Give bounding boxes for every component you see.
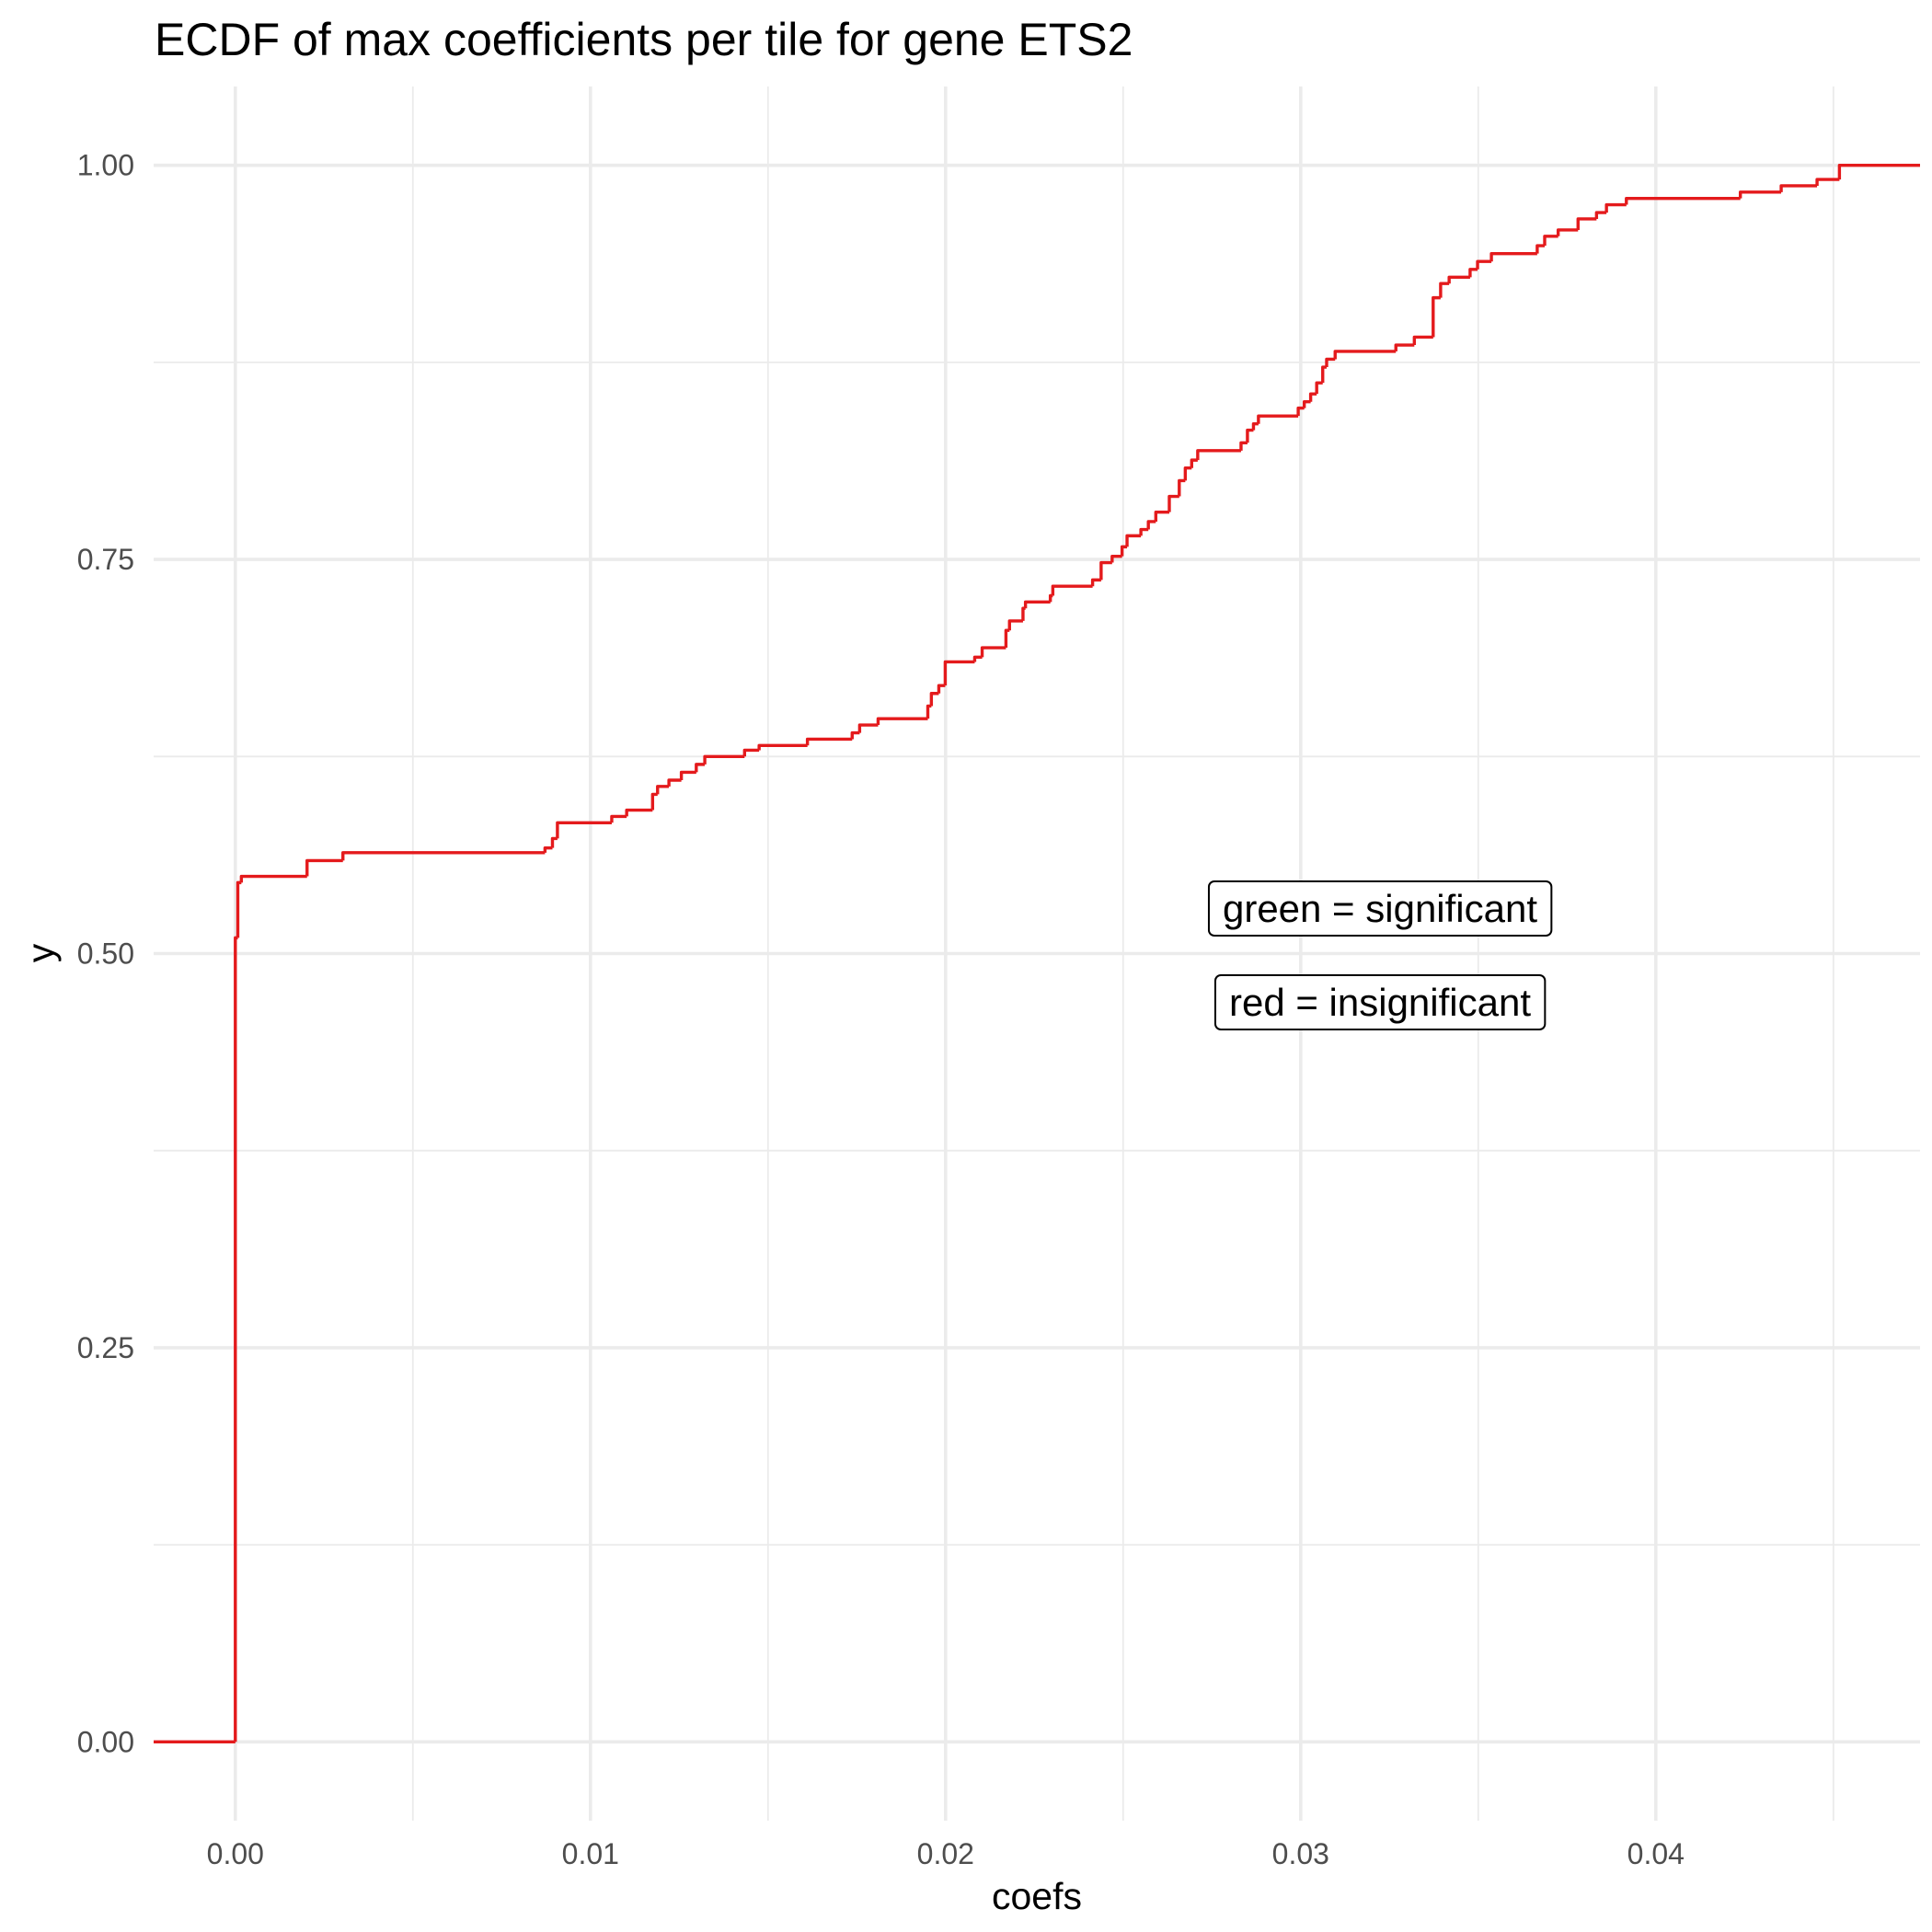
grid bbox=[154, 86, 1920, 1821]
ecdf-step bbox=[805, 737, 853, 746]
ecdf-step bbox=[757, 743, 808, 751]
ecdf-step bbox=[857, 723, 879, 733]
ecdf-step bbox=[1468, 268, 1478, 278]
ecdf-step bbox=[236, 880, 242, 938]
ecdf-step bbox=[929, 692, 939, 707]
annotation-box bbox=[1213, 974, 1547, 1030]
x-tick-label: 0.03 bbox=[1272, 1837, 1329, 1870]
ecdf-step bbox=[1139, 527, 1149, 536]
ecdf-step bbox=[1110, 554, 1122, 563]
ecdf-step bbox=[1321, 365, 1327, 384]
ecdf-step bbox=[1432, 295, 1441, 338]
ecdf-step bbox=[1447, 275, 1470, 284]
annotation-label: red = insignificant bbox=[1229, 981, 1531, 1024]
ecdf-step bbox=[341, 851, 546, 861]
y-tick-label: 0.50 bbox=[77, 937, 134, 971]
ecdf-step bbox=[667, 778, 682, 787]
ecdf-step bbox=[1021, 606, 1026, 621]
ecdf-step bbox=[305, 858, 343, 877]
ecdf-line bbox=[154, 163, 1920, 1744]
ecdf-step bbox=[1543, 235, 1558, 247]
ecdf-step bbox=[1308, 392, 1317, 402]
ecdf-step bbox=[742, 748, 760, 757]
ecdf-step bbox=[695, 763, 706, 773]
ecdf-step bbox=[1333, 350, 1397, 360]
ecdf-step bbox=[610, 814, 627, 823]
ecdf-step bbox=[1315, 381, 1323, 395]
ecdf-step bbox=[1048, 593, 1053, 603]
ecdf-step bbox=[1837, 163, 1920, 180]
x-tick-label: 0.00 bbox=[207, 1837, 264, 1870]
ecdf-step bbox=[679, 770, 696, 780]
ecdf-step bbox=[1023, 600, 1051, 609]
annotation-label: green = significant bbox=[1223, 887, 1537, 930]
ecdf-step bbox=[656, 785, 670, 795]
ecdf-step bbox=[943, 660, 975, 686]
ecdf-step bbox=[1007, 619, 1023, 631]
ecdf-step bbox=[1178, 478, 1186, 497]
ecdf-step bbox=[1738, 190, 1782, 199]
ecdf-step bbox=[1779, 184, 1818, 192]
ecdf-step bbox=[926, 704, 932, 719]
ecdf-step bbox=[1004, 628, 1010, 649]
ecdf-step bbox=[1183, 466, 1192, 481]
ecdf-step bbox=[1625, 196, 1741, 205]
y-axis-title: y bbox=[19, 943, 62, 962]
y-tick-label: 0.75 bbox=[77, 543, 134, 576]
annotation: green = significant bbox=[1207, 880, 1553, 937]
ecdf-step bbox=[1576, 217, 1597, 230]
ecdf-step bbox=[1394, 343, 1415, 351]
ecdf-step bbox=[1251, 422, 1259, 431]
ecdf-step bbox=[1535, 244, 1545, 254]
ecdf-step bbox=[1476, 259, 1492, 270]
ecdf-step bbox=[625, 808, 653, 817]
ecdf-step bbox=[239, 874, 307, 883]
ecdf-step bbox=[972, 655, 983, 662]
ecdf-step bbox=[1257, 414, 1299, 424]
annotation-box bbox=[1207, 880, 1553, 937]
ecdf-step bbox=[1120, 545, 1128, 557]
ecdf-step bbox=[937, 684, 946, 694]
y-tick-label: 1.00 bbox=[77, 149, 134, 182]
ecdf-step bbox=[1302, 400, 1311, 408]
ecdf-step bbox=[234, 936, 238, 1742]
ecdf-step bbox=[650, 792, 658, 811]
ecdf-step bbox=[543, 845, 553, 853]
ecdf-step bbox=[1125, 534, 1142, 547]
ecdf-step bbox=[1146, 520, 1156, 530]
ecdf-step bbox=[1154, 510, 1169, 522]
x-axis-title: coefs bbox=[992, 1875, 1082, 1917]
ecdf-step bbox=[1190, 458, 1198, 468]
ecdf-step bbox=[1196, 449, 1241, 461]
ecdf-step bbox=[1556, 228, 1579, 236]
ecdf-step bbox=[1246, 428, 1254, 443]
ecdf-step bbox=[550, 836, 558, 848]
x-tick-label: 0.01 bbox=[562, 1837, 619, 1870]
ecdf-step bbox=[980, 646, 1006, 658]
ecdf-step bbox=[1412, 335, 1433, 346]
ecdf-step bbox=[1099, 560, 1112, 581]
ecdf-step bbox=[1815, 178, 1840, 186]
ecdf-step bbox=[1594, 211, 1607, 219]
x-tick-label: 0.02 bbox=[917, 1837, 974, 1870]
ecdf-step bbox=[1604, 202, 1627, 213]
annotation: red = insignificant bbox=[1213, 974, 1547, 1030]
ecdf-step bbox=[1090, 578, 1101, 587]
ecdf-step bbox=[850, 730, 860, 740]
ecdf-step bbox=[1489, 251, 1537, 262]
ecdf-step bbox=[1296, 406, 1305, 417]
x-tick-label: 0.04 bbox=[1627, 1837, 1685, 1870]
ecdf-step bbox=[703, 754, 745, 765]
y-tick-label: 0.00 bbox=[77, 1725, 134, 1758]
ecdf-step bbox=[1439, 282, 1450, 298]
ecdf-step bbox=[1325, 357, 1336, 368]
ecdf-step bbox=[876, 717, 928, 726]
y-tick-label: 0.25 bbox=[77, 1331, 134, 1364]
chart-title: ECDF of max coefficients per tile for ge… bbox=[155, 14, 1133, 65]
ecdf-step bbox=[1167, 494, 1179, 512]
ecdf-step bbox=[556, 821, 612, 839]
ecdf-step bbox=[1051, 584, 1093, 596]
ecdf-step bbox=[1239, 441, 1248, 451]
